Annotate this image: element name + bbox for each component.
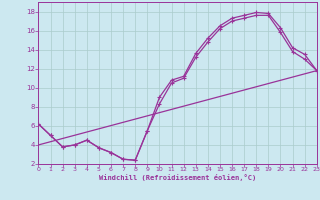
X-axis label: Windchill (Refroidissement éolien,°C): Windchill (Refroidissement éolien,°C): [99, 174, 256, 181]
